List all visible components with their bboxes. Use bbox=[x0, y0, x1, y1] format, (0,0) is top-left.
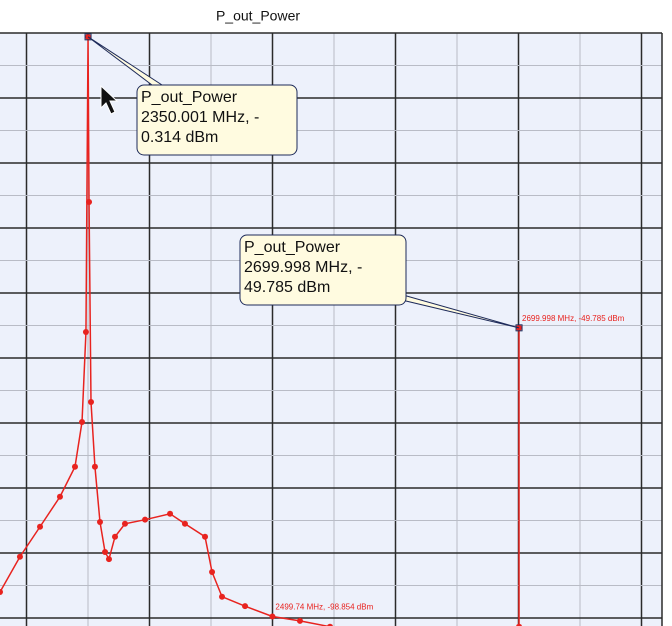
trace-point bbox=[121, 520, 128, 527]
trace-point bbox=[269, 613, 276, 620]
callout-text: 2350.001 MHz, - bbox=[141, 109, 259, 126]
trace-point bbox=[96, 519, 103, 526]
trace-point bbox=[79, 419, 86, 426]
trace-point bbox=[181, 520, 188, 527]
callout-text: 2699.998 MHz, - bbox=[244, 259, 362, 276]
point-label: 2699.998 MHz, -49.785 dBm bbox=[522, 314, 625, 323]
trace-point bbox=[86, 199, 93, 206]
trace-point bbox=[142, 516, 149, 523]
trace-point bbox=[202, 533, 209, 540]
trace-point bbox=[219, 593, 226, 600]
trace-point bbox=[112, 533, 119, 540]
anchor-marker bbox=[84, 33, 92, 41]
anchor-marker bbox=[515, 324, 523, 332]
callout-box bbox=[239, 234, 407, 306]
trace-point bbox=[327, 623, 333, 626]
trace-point bbox=[105, 556, 112, 563]
trace-point bbox=[102, 549, 109, 556]
point-label: 2499.74 MHz, -98.854 dBm bbox=[275, 603, 373, 612]
trace-point bbox=[71, 463, 78, 470]
trace-point bbox=[296, 617, 303, 624]
trace-point bbox=[167, 510, 174, 517]
trace-point bbox=[56, 493, 63, 500]
trace-point bbox=[0, 589, 3, 596]
callout-text: P_out_Power bbox=[244, 239, 341, 256]
trace-point bbox=[37, 523, 44, 530]
annotations: P_out_Power 2350.001 MHz, - 0.314 dBm P_out… bbox=[84, 33, 625, 612]
callout-text: 0.314 dBm bbox=[141, 129, 218, 146]
chart-title: P_out_Power bbox=[216, 8, 300, 24]
plot-area bbox=[0, 33, 662, 626]
cursor bbox=[100, 84, 119, 115]
trace-point bbox=[242, 603, 249, 610]
grid bbox=[0, 32, 663, 626]
callout-text: 49.785 dBm bbox=[244, 279, 330, 296]
callout-text: P_out_Power bbox=[141, 89, 238, 106]
trace-point bbox=[82, 329, 89, 336]
trace-point bbox=[516, 623, 522, 626]
trace-point bbox=[91, 463, 98, 470]
callout-box bbox=[136, 84, 298, 156]
traces bbox=[0, 33, 523, 626]
trace-point bbox=[88, 399, 95, 406]
trace-point bbox=[209, 569, 216, 576]
trace-point bbox=[16, 553, 23, 560]
trace-line bbox=[0, 36, 331, 626]
